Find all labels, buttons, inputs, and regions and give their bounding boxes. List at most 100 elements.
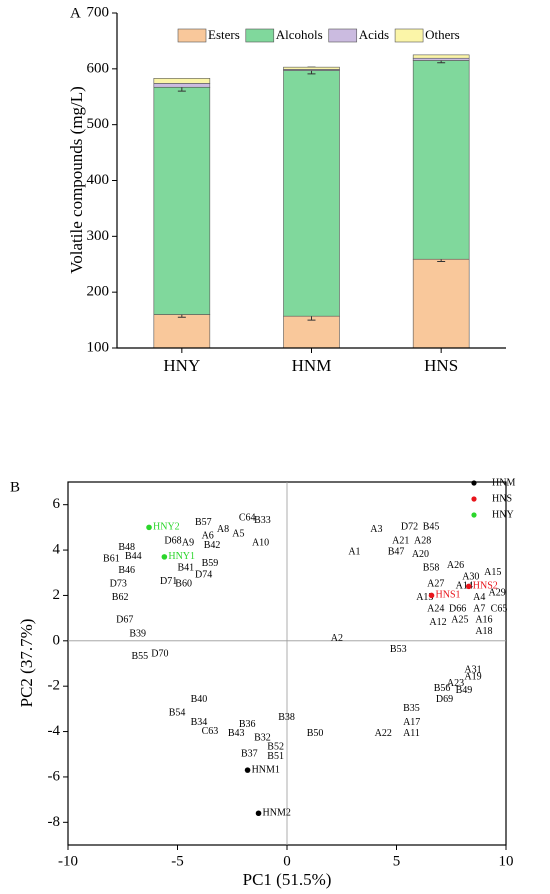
bar-segment [412,258,470,349]
loading-label: B45 [423,522,440,533]
loading-label: A30 [462,572,479,583]
legend-swatch [245,28,275,43]
point-label: HNY1 [168,551,195,562]
bar-segment [412,57,470,61]
loading-label: A20 [412,549,429,560]
x-tick-label: HNM [292,356,332,375]
y-tick-label: 2 [53,587,61,603]
point [465,583,472,590]
loading-label: B35 [403,703,420,714]
loading-label: A29 [488,587,505,598]
loading-label: B41 [178,563,195,574]
y-axis-title: Volatile compounds (mg/L) [67,86,86,274]
y-tick-label: 300 [87,228,110,244]
y-tick-label: 100 [87,339,110,355]
y-tick-label: 600 [87,60,110,76]
loading-label: A23 [447,678,464,689]
panel-label: B [10,479,20,495]
point [161,554,168,560]
loading-label: A18 [475,626,492,637]
loading-label: A26 [447,560,464,571]
point [255,810,262,817]
legend-marker [471,480,477,486]
axis [116,13,506,349]
loading-label: A7 [473,603,485,614]
loading-label: D67 [116,615,133,626]
loading-label: D70 [151,649,168,660]
point-label: HNS1 [436,590,461,601]
y-tick-label: 400 [87,172,110,188]
bar-segment [153,314,211,349]
loading-label: D72 [401,522,418,533]
loading-label: A19 [464,671,481,682]
legend-label: HNS [492,493,512,504]
loading-label: C64 [239,513,256,524]
x-tick-label: 5 [393,853,401,869]
loading-label: D71 [160,576,177,587]
loading-label: B57 [195,517,212,528]
loading-label: C63 [202,726,219,737]
loading-label: A31 [464,665,481,676]
legend-swatch [328,28,358,43]
loading-label: B53 [390,644,407,655]
bar-segment [283,70,340,317]
loading-label: B56 [434,683,451,694]
loading-label: A8 [217,524,229,535]
point-label: HNM1 [252,764,280,775]
loading-label: B32 [254,733,271,744]
x-axis-title: PC1 (51.5%) [243,870,332,889]
loading-label: B58 [423,563,440,574]
loading-label: A6 [202,531,214,542]
point [244,767,251,773]
loading-label: B47 [388,547,405,558]
loading-label: B36 [239,719,256,730]
y-tick-label: -2 [48,678,61,694]
y-tick-label: 500 [87,116,110,132]
loading-label: B55 [132,651,149,662]
loading-label: A27 [427,578,444,589]
loading-label: B48 [118,542,135,553]
loading-label: D66 [449,603,466,614]
y-tick-label: -8 [48,814,61,830]
loading-label: A12 [429,617,446,628]
legend-marker [471,496,477,502]
loading-label: B50 [307,728,324,739]
point-label: HNM2 [263,808,291,819]
loading-label: B54 [169,708,186,719]
bar-segment [153,83,211,88]
loading-label: B52 [267,742,284,753]
x-tick-label: -5 [171,853,184,869]
loading-label: B42 [204,540,221,551]
y-axis-title: PC2 (37.7%) [17,619,36,708]
point [146,524,152,531]
x-tick-label: HNS [424,356,458,375]
y-tick-label: 0 [53,632,61,648]
x-tick-label: HNY [163,356,200,375]
loading-label: B38 [278,712,295,723]
bar-segment [412,54,470,59]
loading-label: A11 [403,728,420,739]
loading-label: A9 [182,538,194,549]
loading-label: A22 [375,728,392,739]
loading-label: A4 [473,592,485,603]
loading-label: B46 [118,565,135,576]
loading-label: B39 [129,628,146,639]
loading-label: A5 [232,528,244,539]
loading-label: A28 [414,535,431,546]
loading-label: A13 [416,592,433,603]
loading-label: B49 [456,685,473,696]
legend-label: Others [425,27,460,42]
loading-label: D73 [110,578,127,589]
loading-label: A16 [475,615,492,626]
loading-label: B40 [191,694,208,705]
legend-label: HNM [492,477,515,488]
point-label: HNS2 [473,581,498,592]
bar-segment [412,60,470,260]
legend-label: Alcohols [276,27,323,42]
x-tick-label: 0 [283,853,291,869]
loading-label: A3 [370,524,382,535]
loading-label: A24 [427,603,444,614]
bar-segment [283,66,340,70]
legend-swatch [394,28,424,43]
loading-label: D69 [436,694,453,705]
